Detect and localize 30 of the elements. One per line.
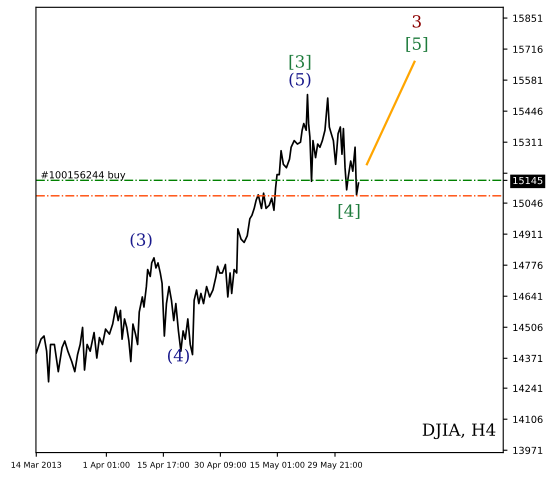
y-tick-label: 14371 — [513, 354, 542, 362]
x-tick-label: 14 Mar 2013 — [12, 462, 62, 468]
ref-line-label: #100156244 buy — [41, 170, 126, 180]
y-tick-label: 15446 — [513, 108, 543, 115]
y-tick-label: 14106 — [513, 416, 543, 424]
y-tick-label: 14241 — [513, 384, 542, 392]
y-tick-label: 14911 — [513, 230, 542, 238]
y-tick-label: 14641 — [513, 292, 542, 300]
annotation: 3 — [412, 15, 421, 28]
y-tick-label: 15311 — [513, 138, 542, 146]
x-tick-label: 29 May 21:00 — [308, 462, 362, 470]
y-tick-label: 13971 — [513, 446, 542, 454]
annotation: (4) — [168, 348, 189, 364]
x-tick-label: 1 Apr 01:00 — [84, 462, 130, 470]
y-tick-label: 15581 — [513, 76, 542, 84]
annotation: (5) — [289, 72, 310, 88]
x-tick-label: 15 May 01:00 — [250, 462, 304, 470]
x-tick-label: 30 Apr 09:00 — [194, 462, 246, 470]
annotation: (3) — [130, 232, 152, 248]
y-tick-label: 14506 — [513, 324, 543, 332]
y-tick-label: 14776 — [513, 262, 543, 270]
y-tick-label: 15145 — [513, 176, 542, 184]
text: DJIA, H4 — [422, 423, 496, 440]
annotation: [3] — [290, 54, 310, 70]
y-tick-label: 15716 — [513, 46, 543, 53]
annotation: [4] — [338, 204, 360, 219]
annotation: [5] — [406, 37, 428, 52]
y-tick-label: 15851 — [513, 14, 542, 22]
x-tick-label: 15 Apr 17:00 — [138, 462, 190, 470]
y-tick-label: 15046 — [513, 200, 543, 207]
